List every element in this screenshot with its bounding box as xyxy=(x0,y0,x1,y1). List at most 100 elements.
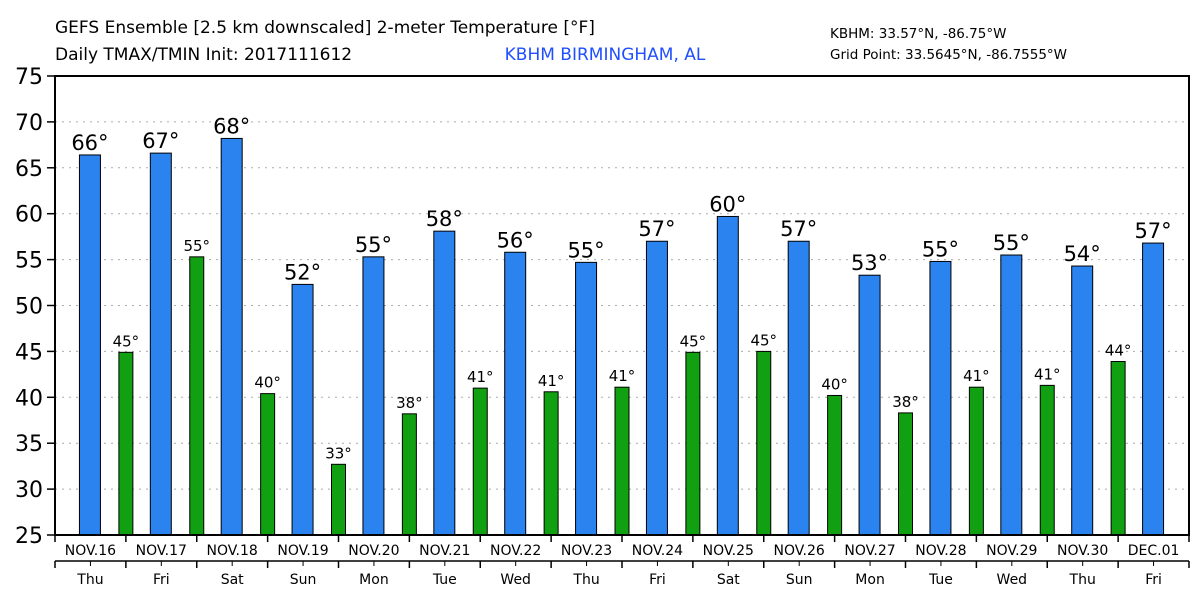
x-weekday-label: Wed xyxy=(500,572,531,588)
x-date-label: NOV.19 xyxy=(277,543,328,559)
x-date-label: NOV.23 xyxy=(561,543,612,559)
x-weekday-label: Sat xyxy=(221,572,244,588)
y-tick-label: 40 xyxy=(15,386,43,411)
x-date-label: NOV.26 xyxy=(774,543,825,559)
tmax-bar xyxy=(1071,265,1094,536)
tmin-label: 55° xyxy=(183,237,210,255)
tmax-label: 66° xyxy=(71,131,108,155)
y-tick-label: 45 xyxy=(15,340,43,365)
station-coordinates: KBHM: 33.57°N, -86.75°W xyxy=(830,26,1006,42)
tmin-label: 40° xyxy=(821,375,848,393)
tmin-label: 40° xyxy=(254,374,281,392)
tmax-bar xyxy=(220,137,243,536)
tmin-label: 45° xyxy=(750,331,777,349)
y-tick-label: 55 xyxy=(15,249,43,274)
tmax-bar xyxy=(78,154,101,536)
tmax-bar xyxy=(291,283,314,536)
tmin-bar xyxy=(756,350,772,536)
x-weekday-label: Fri xyxy=(153,572,170,588)
x-weekday-label: Thu xyxy=(76,572,103,588)
tmin-bar xyxy=(685,351,701,536)
y-tick-label: 65 xyxy=(15,157,43,182)
tmin-label: 41° xyxy=(467,368,494,386)
y-tick-label: 70 xyxy=(15,111,43,136)
tmin-bar xyxy=(968,386,984,536)
tmax-bar xyxy=(1000,254,1023,536)
x-date-label: NOV.17 xyxy=(136,543,187,559)
tmax-label: 55° xyxy=(922,237,959,261)
x-date-label: NOV.21 xyxy=(419,543,470,559)
tmin-label: 45° xyxy=(113,332,140,350)
tmin-bar xyxy=(827,394,843,536)
y-tick-label: 25 xyxy=(15,524,43,549)
tmin-bar xyxy=(118,351,134,536)
tmin-label: 45° xyxy=(680,332,707,350)
tmin-bar xyxy=(1039,384,1055,536)
tmax-bar xyxy=(929,260,952,536)
x-date-label: NOV.24 xyxy=(632,543,683,559)
tmin-bar xyxy=(260,393,276,536)
x-weekday-label: Mon xyxy=(359,572,389,588)
tmin-label: 41° xyxy=(963,367,990,385)
tmax-label: 58° xyxy=(426,207,463,231)
x-date-label: NOV.25 xyxy=(703,543,754,559)
tmax-label: 55° xyxy=(993,231,1030,255)
tmin-bar xyxy=(401,413,417,536)
tmin-bar xyxy=(472,387,488,536)
x-weekday-label: Tue xyxy=(432,572,457,588)
tmax-bar xyxy=(858,274,881,536)
tmax-bar xyxy=(149,152,172,536)
tmax-bar xyxy=(433,230,456,536)
y-tick-label: 60 xyxy=(15,203,43,228)
tmax-bar xyxy=(716,215,739,536)
tmax-label: 60° xyxy=(709,192,746,216)
tmax-label: 67° xyxy=(142,129,179,153)
x-weekday-label: Fri xyxy=(1145,572,1162,588)
x-weekday-label: Mon xyxy=(855,572,885,588)
tmin-bar xyxy=(543,391,559,536)
x-date-label: NOV.28 xyxy=(915,543,966,559)
tmax-label: 56° xyxy=(497,228,534,252)
x-weekday-label: Sun xyxy=(290,572,317,588)
x-date-label: NOV.27 xyxy=(844,543,895,559)
tmax-bar xyxy=(1142,242,1165,536)
tmin-label: 44° xyxy=(1105,341,1132,359)
x-date-label: NOV.16 xyxy=(65,543,116,559)
tmax-label: 57° xyxy=(638,217,675,241)
tmin-bar xyxy=(614,386,630,536)
y-tick-label: 30 xyxy=(15,478,43,503)
tmin-bar xyxy=(331,463,346,536)
tmin-bar xyxy=(189,256,205,536)
tmin-label: 41° xyxy=(538,372,565,390)
chart-title-line1: GEFS Ensemble [2.5 km downscaled] 2-mete… xyxy=(55,18,595,38)
x-weekday-label: Sat xyxy=(717,572,740,588)
tmax-label: 55° xyxy=(355,233,392,257)
x-date-label: NOV.30 xyxy=(1057,543,1108,559)
tmax-label: 68° xyxy=(213,114,250,138)
tmax-label: 52° xyxy=(284,260,321,284)
tmax-bar xyxy=(575,261,598,536)
tmax-label: 57° xyxy=(1134,219,1171,243)
tmin-label: 41° xyxy=(1034,365,1061,383)
y-tick-label: 35 xyxy=(15,432,43,457)
tmax-bar xyxy=(787,240,810,536)
x-date-label: NOV.29 xyxy=(986,543,1037,559)
tmin-label: 38° xyxy=(396,394,423,412)
x-weekday-label: Tue xyxy=(928,572,953,588)
x-date-label: NOV.18 xyxy=(207,543,258,559)
tmax-label: 54° xyxy=(1064,242,1101,266)
tmin-bar xyxy=(898,412,913,536)
tmax-bar xyxy=(504,251,527,536)
x-date-label: NOV.20 xyxy=(348,543,399,559)
x-date-label: DEC.01 xyxy=(1128,543,1180,559)
tmax-bar xyxy=(645,240,668,536)
tmax-label: 55° xyxy=(567,238,604,262)
x-weekday-label: Wed xyxy=(997,572,1028,588)
tmax-bar xyxy=(362,256,385,536)
tmax-label: 53° xyxy=(851,251,888,275)
tmin-label: 33° xyxy=(325,444,352,462)
x-weekday-label: Fri xyxy=(649,572,666,588)
tmin-bar xyxy=(1110,360,1126,536)
tmax-label: 57° xyxy=(780,217,817,241)
tmin-label: 38° xyxy=(892,393,919,411)
